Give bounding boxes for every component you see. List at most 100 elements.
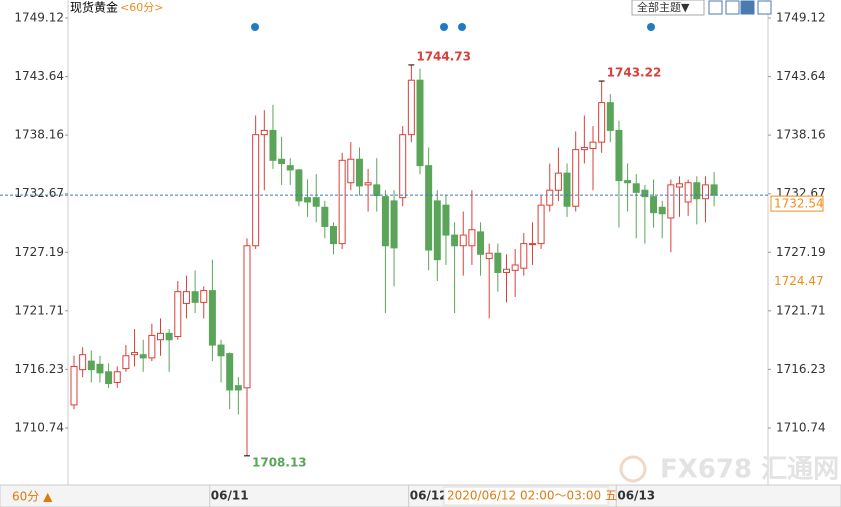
candle-body: [217, 344, 225, 357]
candle-body: [79, 354, 87, 371]
y-tick-label: 1738.16: [14, 128, 64, 142]
candle-body: [606, 102, 614, 131]
tool-icon[interactable]: [740, 0, 755, 15]
reference-price: 1724.47: [774, 274, 824, 288]
candle-body: [598, 102, 606, 143]
period-label[interactable]: <60分>: [120, 1, 163, 14]
candle-body: [252, 134, 260, 247]
candle-body: [615, 129, 623, 182]
price-label: 1732.54: [774, 197, 824, 211]
candle-body: [338, 159, 346, 245]
event-dot[interactable]: [251, 23, 259, 31]
candle-body: [554, 172, 562, 191]
candle-body: [459, 234, 467, 247]
candle-body: [157, 332, 164, 341]
candle-body: [321, 206, 329, 228]
candle-body: [364, 182, 372, 186]
y-tick-label: 1721.71: [14, 303, 64, 317]
tool-icon[interactable]: [708, 0, 723, 15]
candle-body: [433, 200, 441, 261]
candle-body: [537, 204, 545, 245]
candle-body: [468, 229, 476, 247]
candle-body: [641, 189, 649, 198]
watermark-logo: [619, 455, 647, 483]
candle-body: [667, 184, 675, 219]
candle-body: [234, 385, 242, 391]
candle-body: [451, 234, 459, 247]
x-tick-label: 06/13: [617, 489, 655, 503]
high-label: 1743.22: [607, 66, 662, 80]
candle-body: [139, 354, 147, 359]
candle-body: [676, 183, 683, 188]
candle-body: [312, 197, 320, 207]
candle-body: [416, 79, 424, 167]
candle-body: [295, 169, 303, 202]
y2-tick-label: 1721.71: [776, 303, 826, 317]
candle-body: [399, 134, 407, 199]
event-dot[interactable]: [440, 23, 448, 31]
y2-tick-label: 1716.23: [776, 362, 826, 376]
candle-body: [684, 182, 692, 203]
candle-body: [528, 243, 536, 246]
theme-button[interactable]: 全部主题▼: [637, 0, 690, 14]
candle-body: [174, 291, 182, 338]
candle-body: [407, 79, 415, 136]
y2-tick-label: 1727.19: [776, 245, 826, 259]
candle-body: [390, 200, 398, 249]
candle-body: [304, 197, 312, 203]
candle-body: [122, 355, 130, 370]
candle-body: [658, 206, 666, 215]
x-tick-label: 06/12: [410, 489, 448, 503]
candle-body: [191, 291, 199, 303]
candle-body: [624, 180, 632, 184]
candle-body: [105, 371, 113, 385]
candle-body: [330, 226, 337, 245]
candle-body: [425, 165, 433, 251]
candle-body: [260, 129, 268, 136]
candle-body: [632, 183, 640, 193]
candle-body: [131, 352, 139, 356]
chart-title: 现货黄金: [70, 0, 118, 15]
candle-body: [589, 141, 597, 150]
candle-body: [503, 268, 510, 273]
y2-tick-label: 1743.64: [776, 69, 826, 83]
candle-body: [520, 243, 528, 269]
candle-body: [278, 158, 286, 165]
theme-button-frame[interactable]: [631, 0, 705, 16]
candle-body: [693, 182, 701, 200]
y2-tick-label: 1749.12: [776, 11, 826, 25]
candle-body: [572, 149, 580, 207]
bottom-bar: [0, 484, 841, 507]
candle-body: [710, 184, 718, 196]
candle-body: [200, 290, 208, 303]
y-tick-label: 1732.67: [14, 186, 64, 200]
candle-body: [701, 184, 709, 200]
event-dot[interactable]: [458, 23, 466, 31]
candle-body: [494, 252, 502, 273]
candle-body: [580, 146, 588, 151]
candle-body: [477, 231, 485, 255]
candle-body: [373, 184, 381, 197]
y2-tick-label: 1738.16: [776, 128, 826, 142]
candle-body: [87, 360, 95, 371]
candle-body: [511, 264, 519, 271]
candle-body: [442, 204, 450, 236]
candle-body: [182, 291, 190, 304]
candle-body: [286, 165, 294, 171]
candle-body: [70, 365, 78, 406]
event-dot[interactable]: [647, 23, 655, 31]
candle-body: [563, 172, 571, 207]
price-box: [770, 195, 824, 212]
y-tick-label: 1743.64: [14, 69, 64, 83]
watermark: FX678 汇通网: [660, 455, 839, 485]
crosshair-label: 2020/06/12 02:00～03:00 五: [447, 489, 617, 503]
candle-body: [355, 158, 363, 187]
candle-body: [381, 196, 389, 247]
candle-body: [165, 332, 173, 341]
tool-icon[interactable]: [725, 0, 740, 15]
x-tick-label: 06/11: [211, 489, 249, 503]
tool-icon[interactable]: [757, 0, 772, 15]
candle-body: [485, 252, 493, 260]
period-button[interactable]: 60分 ▲: [12, 490, 53, 504]
